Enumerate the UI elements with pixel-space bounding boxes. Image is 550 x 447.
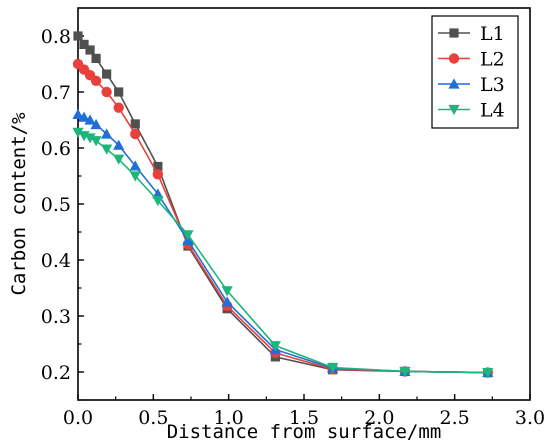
data-point (91, 53, 101, 63)
y-tick-label: 0.2 (41, 362, 71, 384)
x-tick-label: 1.5 (289, 407, 319, 429)
data-point (90, 75, 102, 87)
x-tick-label: 3.0 (515, 407, 545, 429)
data-point (90, 118, 102, 130)
series-l2 (72, 58, 494, 378)
data-point (130, 119, 140, 129)
series-l3 (72, 108, 494, 378)
data-point (85, 45, 95, 55)
y-tick-label: 0.5 (41, 194, 71, 216)
x-axis-title: Distance from surface/mm (167, 421, 442, 443)
legend: L1 L2 L3 L4 (431, 15, 519, 129)
data-point (152, 188, 164, 199)
data-point (113, 139, 125, 150)
data-point (72, 127, 84, 138)
data-point (102, 69, 112, 79)
series-line (77, 35, 488, 374)
y-tick-label: 0.4 (41, 250, 71, 272)
series-l4 (72, 127, 494, 379)
y-axis-title: Carbon content/% (8, 112, 30, 296)
legend-marker (448, 78, 460, 89)
legend-label: L3 (480, 74, 505, 96)
data-point (101, 144, 113, 155)
data-point (90, 136, 102, 147)
series-layer (72, 31, 494, 379)
data-point (84, 133, 96, 144)
data-point (269, 341, 281, 352)
y-tick-label: 0.6 (41, 138, 71, 160)
data-point (72, 108, 84, 119)
data-point (73, 31, 83, 41)
data-point (152, 196, 164, 207)
axes: 0.0 0.5 1.0 1.5 2.0 2.5 3.0 0.2 0.3 0.4 0.5 0.6 0.7 0… (41, 7, 545, 429)
x-tick-label: 1.0 (214, 407, 244, 429)
data-point (221, 286, 233, 297)
x-tick-label: 0.0 (63, 407, 93, 429)
y-tick-label: 0.8 (41, 26, 71, 48)
x-tick-label: 0.5 (138, 407, 168, 429)
data-point (482, 367, 494, 379)
data-point (327, 362, 339, 374)
legend-marker (449, 28, 459, 38)
y-tick-label: 0.7 (41, 82, 71, 104)
data-point (153, 161, 163, 172)
series-line (77, 113, 488, 374)
data-point (113, 102, 124, 113)
legend-marker (448, 104, 460, 116)
data-point (129, 171, 141, 182)
data-point (78, 111, 90, 122)
legend-label: L4 (480, 100, 505, 122)
data-point (221, 296, 233, 307)
data-point (182, 230, 194, 241)
legend-label: L1 (480, 23, 505, 45)
legend-marker (448, 53, 460, 64)
legend-label: L2 (480, 49, 505, 71)
series-l1 (73, 31, 493, 378)
data-point (129, 160, 141, 171)
x-tick-label: 2.0 (364, 407, 394, 429)
data-point (113, 154, 125, 165)
data-point (84, 114, 96, 125)
data-point (130, 128, 141, 140)
data-point (152, 169, 164, 180)
y-tick-label: 0.3 (41, 306, 71, 328)
series-line (77, 63, 488, 374)
x-tick-label: 2.5 (440, 407, 470, 429)
data-point (399, 366, 411, 378)
data-point (114, 87, 124, 97)
data-point (79, 39, 89, 49)
data-point (101, 86, 112, 98)
data-point (101, 128, 113, 139)
